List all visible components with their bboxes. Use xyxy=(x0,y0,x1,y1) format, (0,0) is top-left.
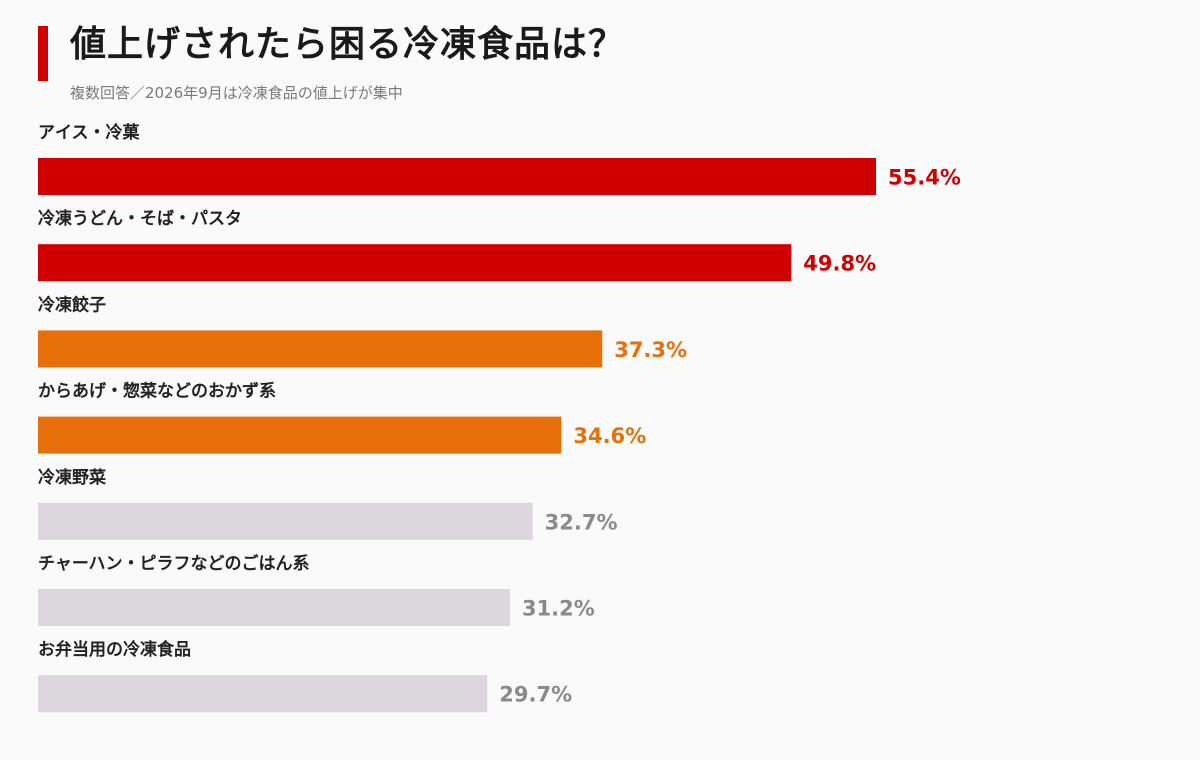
chart-subtitle: 複数回答／2026年9月は冷凍食品の値上げが集中 xyxy=(70,84,403,102)
category-label: チャーハン・ピラフなどのごはん系 xyxy=(38,553,310,574)
title-accent-bar xyxy=(38,26,48,81)
bar xyxy=(38,244,792,282)
category-label: からあげ・惣菜などのおかず系 xyxy=(38,381,276,402)
category-label: 冷凍野菜 xyxy=(38,467,107,488)
bar xyxy=(38,330,603,368)
value-label: 34.6% xyxy=(573,424,646,448)
category-label: 冷凍うどん・そば・パスタ xyxy=(38,208,242,229)
value-label: 55.4% xyxy=(888,166,961,190)
value-label: 31.2% xyxy=(522,597,595,621)
category-label: 冷凍餃子 xyxy=(38,294,106,315)
category-label: お弁当用の冷凍食品 xyxy=(38,639,191,660)
bar xyxy=(38,675,488,713)
bar xyxy=(38,158,876,195)
value-label: 37.3% xyxy=(614,338,687,362)
value-label: 29.7% xyxy=(499,683,572,707)
bar xyxy=(38,502,533,540)
value-label: 49.8% xyxy=(803,252,876,276)
chart-title: 値上げされたら困る冷凍食品は？ xyxy=(70,24,626,65)
bar xyxy=(38,589,510,626)
category-label: アイス・冷菓 xyxy=(38,122,140,143)
bar xyxy=(38,416,562,454)
value-label: 32.7% xyxy=(545,510,618,534)
